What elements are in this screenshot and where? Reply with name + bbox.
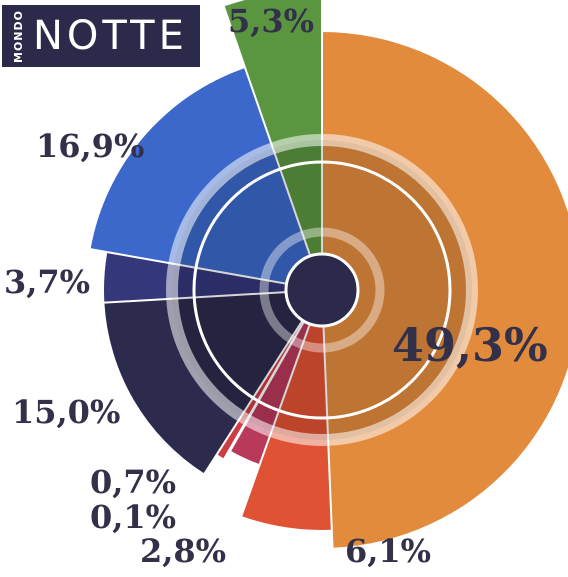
label-15-0: 15,0% <box>12 393 121 431</box>
label-2-8: 2,8% <box>140 532 227 570</box>
label-3-7: 3,7% <box>4 263 91 301</box>
label-6-1: 6,1% <box>345 532 432 570</box>
middle-ring <box>192 160 452 420</box>
slice-0 <box>322 32 568 548</box>
label-16-9: 16,9% <box>36 127 145 165</box>
slice-6 <box>104 252 322 303</box>
label-0-1: 0,1% <box>90 498 177 536</box>
chart-overlay <box>166 134 478 446</box>
slice-5 <box>104 290 323 474</box>
center-disc <box>284 252 360 328</box>
inner-ring <box>259 227 385 353</box>
mondo-notte-logo: MONDO NOTTE <box>2 5 200 67</box>
slice-1 <box>241 290 332 531</box>
logo-big-text: NOTTE <box>33 13 188 59</box>
label-0-7: 0,7% <box>90 463 177 501</box>
outer-ring <box>166 134 478 446</box>
label-49-3: 49,3% <box>392 318 548 372</box>
label-5-3: 5,3% <box>228 2 315 40</box>
